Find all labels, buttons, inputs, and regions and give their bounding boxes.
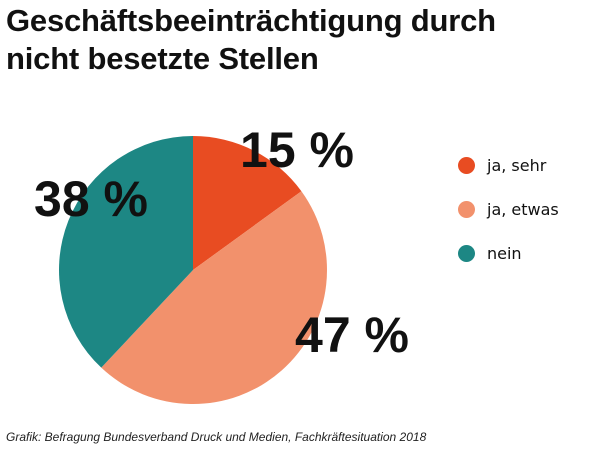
chart-title-line-2: nicht besetzte Stellen [6, 41, 319, 76]
pie-slice-nein [59, 136, 193, 368]
legend-label-ja-etwas: ja, etwas [487, 199, 559, 219]
legend-swatch-ja-etwas [458, 200, 475, 218]
legend-item-ja-etwas: ja, etwas [458, 187, 559, 231]
pie-data-labels: 15 % 47 % 38 % [34, 122, 409, 363]
data-label-ja-etwas: 47 % [295, 307, 409, 363]
legend-label-ja-sehr: ja, sehr [487, 155, 547, 175]
data-label-ja-sehr: 15 % [240, 122, 354, 178]
pie-slice-ja-etwas [101, 191, 327, 404]
pie-slice-ja-sehr [193, 136, 302, 270]
legend-item-ja-sehr: ja, sehr [458, 143, 559, 187]
chart-title-line-1: Geschäftsbeeinträchtigung durch [6, 3, 496, 38]
source-note: Grafik: Befragung Bundesverband Druck un… [6, 430, 427, 444]
legend-label-nein: nein [487, 243, 522, 263]
legend-item-nein: nein [458, 231, 559, 275]
data-label-nein: 38 % [34, 171, 148, 227]
chart-title: Geschäftsbeeinträchtigung durch nicht be… [6, 2, 596, 78]
legend-swatch-ja-sehr [458, 156, 475, 174]
legend-swatch-nein [458, 244, 475, 262]
pie-slices [59, 136, 327, 404]
chart-legend: ja, sehr ja, etwas nein [458, 143, 559, 275]
